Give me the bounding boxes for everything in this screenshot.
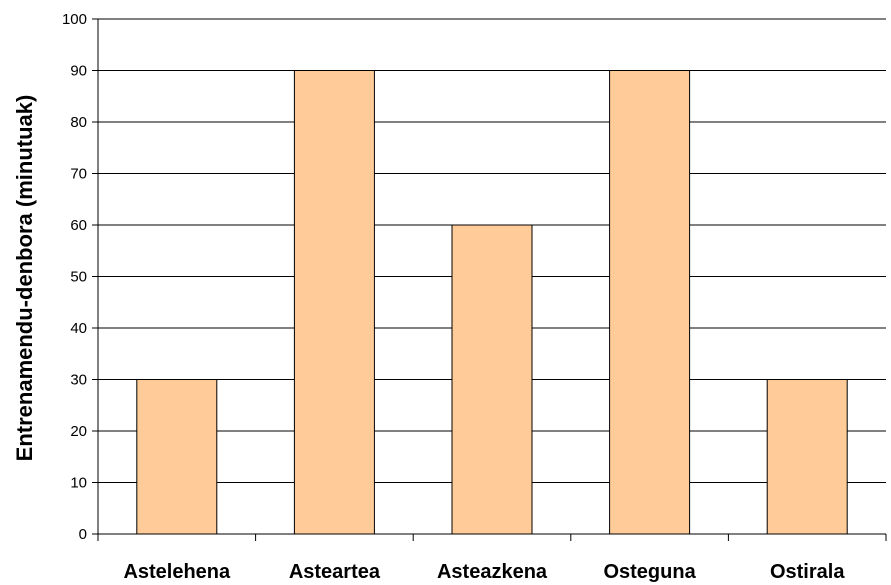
y-tick-labels: 0 10 20 30 40 50 60 70 80 90 100 <box>62 11 87 543</box>
y-tick-label: 0 <box>79 526 87 543</box>
bars <box>136 70 848 535</box>
x-category-labels: Astelehena Asteartea Asteazkena Osteguna Ost… <box>123 561 845 583</box>
bar-astelehena <box>136 379 218 535</box>
y-tick-label: 10 <box>70 475 87 492</box>
axes <box>92 18 887 541</box>
bar-ostirala <box>766 379 848 535</box>
y-tick-label: 90 <box>70 63 87 80</box>
y-tick-label: 100 <box>62 11 87 28</box>
y-tick-label: 80 <box>70 114 87 131</box>
x-category-label: Astelehena <box>123 561 231 583</box>
bar-osteguna <box>609 70 691 535</box>
x-category-label: Ostirala <box>770 561 845 583</box>
x-category-label: Osteguna <box>603 561 696 583</box>
y-tick-label: 70 <box>70 166 87 183</box>
x-category-label: Asteazkena <box>437 561 548 583</box>
x-category-label: Asteartea <box>289 561 381 583</box>
y-axis-title: Entrenamendu-denbora (minutuak) <box>12 95 37 462</box>
y-tick-label: 40 <box>70 320 87 337</box>
y-tick-label: 50 <box>70 269 87 286</box>
bar-asteazkena <box>451 224 533 535</box>
y-tick-label: 60 <box>70 217 87 234</box>
bar-asteartea <box>293 70 375 535</box>
y-tick-label: 20 <box>70 423 87 440</box>
y-tick-label: 30 <box>70 372 87 389</box>
